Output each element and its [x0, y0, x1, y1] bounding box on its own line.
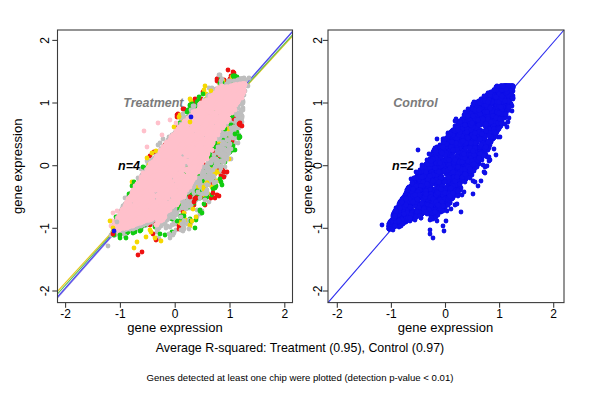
svg-text:gene expression: gene expression	[300, 119, 315, 214]
svg-text:0: 0	[172, 307, 179, 321]
svg-text:Treatment: Treatment	[123, 96, 184, 110]
svg-text:-2: -2	[311, 285, 325, 296]
svg-text:-1: -1	[311, 223, 325, 234]
svg-text:0: 0	[38, 162, 52, 169]
svg-text:Control: Control	[393, 96, 438, 110]
svg-text:-2: -2	[332, 307, 343, 321]
svg-text:-2: -2	[60, 307, 71, 321]
svg-text:-1: -1	[115, 307, 126, 321]
svg-text:-2: -2	[38, 285, 52, 296]
svg-text:1: 1	[227, 307, 234, 321]
svg-text:gene expression: gene expression	[10, 119, 25, 214]
svg-text:gene expression: gene expression	[398, 320, 493, 335]
svg-text:-1: -1	[38, 223, 52, 234]
svg-text:2: 2	[311, 37, 325, 44]
svg-text:2: 2	[281, 307, 288, 321]
svg-text:Genes detected at least one ch: Genes detected at least one chip were pl…	[147, 372, 454, 383]
svg-text:1: 1	[38, 99, 52, 106]
svg-text:gene expression: gene expression	[127, 320, 222, 335]
svg-text:2: 2	[38, 37, 52, 44]
svg-text:2: 2	[550, 307, 557, 321]
svg-text:0: 0	[442, 307, 449, 321]
svg-text:1: 1	[496, 307, 503, 321]
svg-text:n=4: n=4	[118, 159, 140, 173]
svg-text:n=2: n=2	[392, 159, 414, 173]
svg-text:-1: -1	[386, 307, 397, 321]
svg-text:Average R-squared: Treatment (: Average R-squared: Treatment (0.95), Con…	[156, 341, 444, 355]
svg-text:1: 1	[311, 99, 325, 106]
